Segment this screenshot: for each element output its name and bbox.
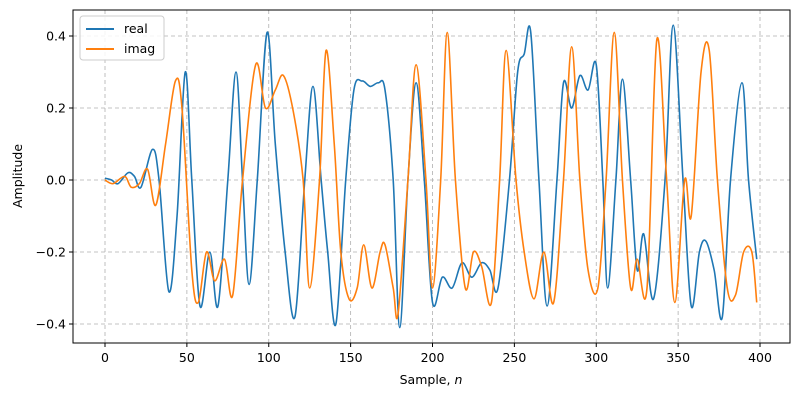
- x-tick-label: 0: [101, 350, 109, 365]
- x-tick-label: 250: [502, 350, 526, 365]
- y-tick-label: 0.2: [46, 101, 66, 116]
- x-tick-label: 350: [666, 350, 690, 365]
- y-tick-label: 0.0: [46, 173, 66, 188]
- y-tick-label: −0.4: [36, 317, 66, 332]
- x-axis-ticks: 0 50 100 150 200 250 300 350 400: [101, 343, 772, 365]
- x-tick-label: 150: [339, 350, 363, 365]
- x-tick-label: 100: [257, 350, 281, 365]
- legend: real imag: [79, 15, 165, 61]
- legend-imag-label: imag: [124, 41, 155, 56]
- y-tick-label: −0.2: [36, 245, 66, 260]
- y-axis-label: Amplitude: [10, 144, 25, 208]
- legend-real-label: real: [124, 21, 148, 36]
- series-real-line: [104, 24, 758, 329]
- x-tick-label: 200: [421, 350, 445, 365]
- x-tick-label: 50: [179, 350, 195, 365]
- y-tick-label: 0.4: [46, 29, 66, 44]
- y-axis-ticks: −0.4 −0.2 0.0 0.2 0.4: [36, 29, 73, 332]
- series-imag-line: [104, 31, 758, 320]
- plot-lines: [104, 24, 758, 329]
- x-axis-label: Sample, n: [400, 372, 463, 387]
- x-tick-label: 300: [584, 350, 608, 365]
- axes-frame: [72, 9, 791, 344]
- x-tick-label: 400: [748, 350, 772, 365]
